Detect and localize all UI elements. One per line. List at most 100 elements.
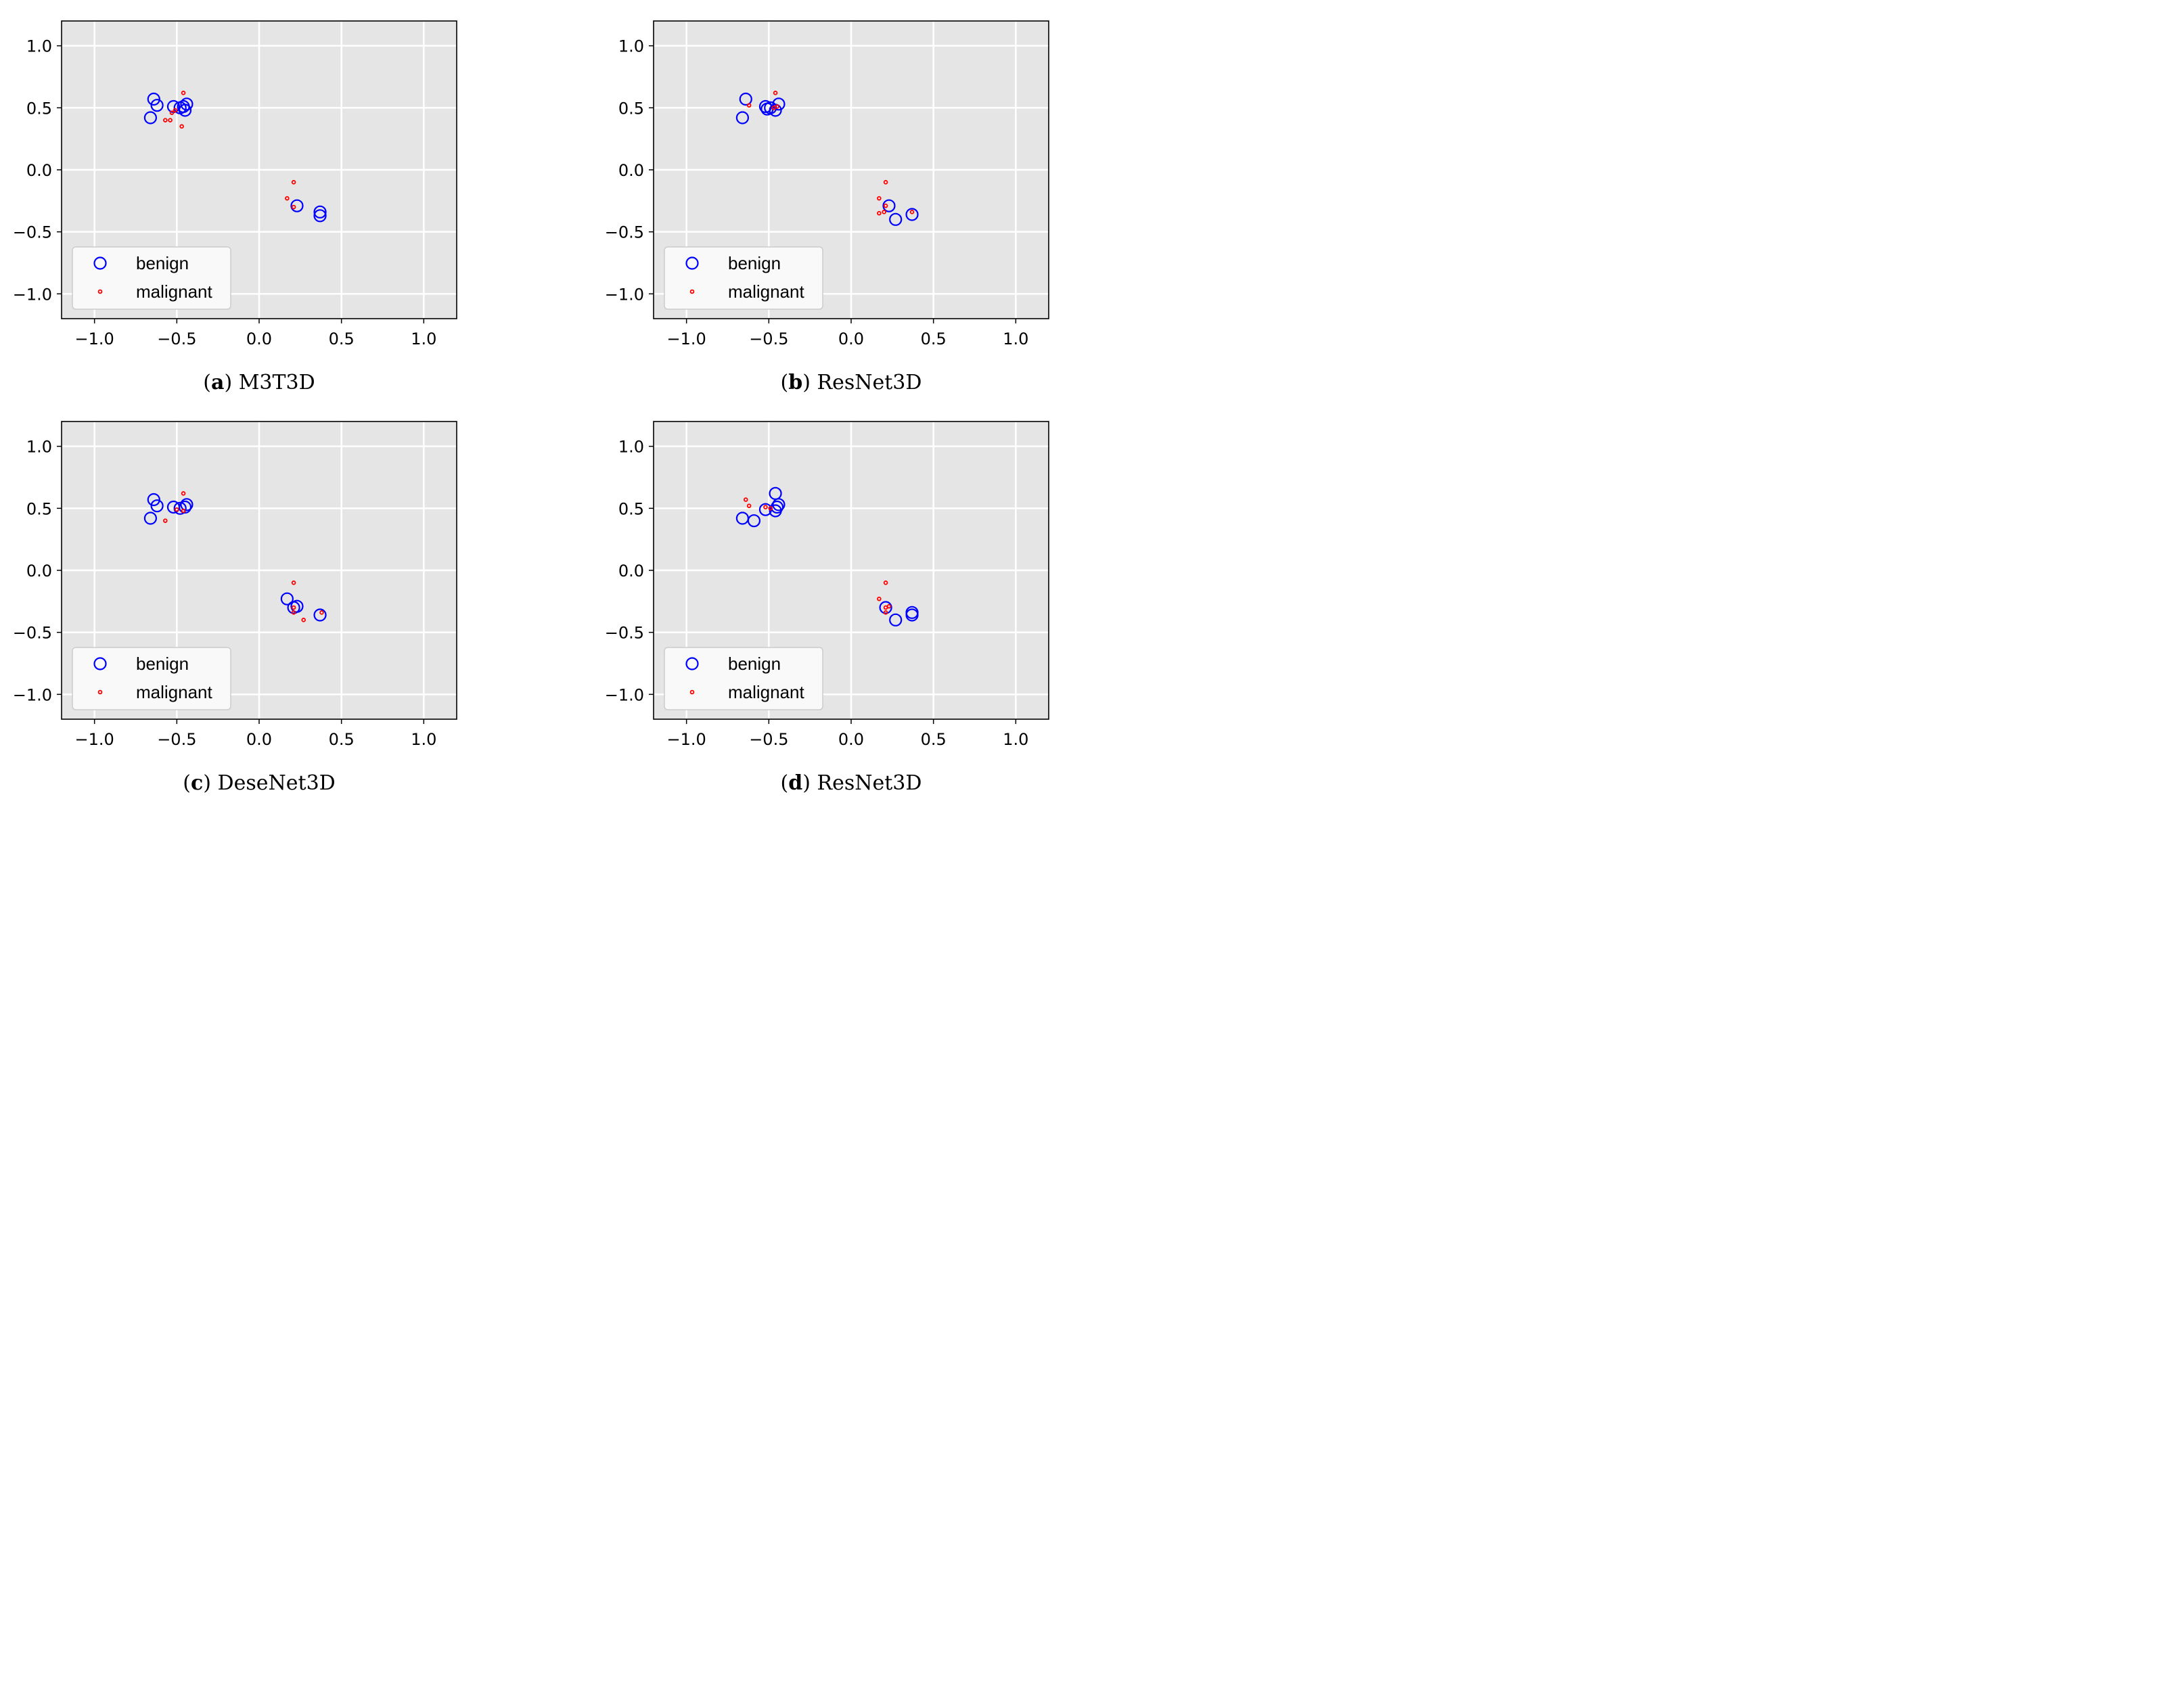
malignant-point bbox=[883, 203, 888, 208]
y-tick-label: −0.5 bbox=[13, 624, 52, 643]
legend-label: malignant bbox=[728, 281, 805, 302]
data-points bbox=[735, 486, 919, 626]
malignant-point bbox=[773, 91, 778, 95]
legend: benign malignant bbox=[72, 246, 231, 310]
benign-point bbox=[739, 92, 752, 106]
legend-malignant-marker bbox=[689, 689, 695, 695]
scatter-panel-b: −1.0 −0.5 0.0 0.5 1.0 −1.0 −0.5 0.0 0.5 1.0 benign… bbox=[605, 20, 1049, 348]
malignant-point bbox=[883, 580, 888, 585]
x-tick-label: 1.0 bbox=[1003, 730, 1028, 749]
y-tick-label: 0.5 bbox=[26, 499, 52, 518]
benign-point bbox=[150, 99, 164, 112]
malignant-point bbox=[163, 118, 168, 122]
legend: benign malignant bbox=[664, 647, 823, 710]
malignant-point bbox=[291, 180, 296, 185]
legend-box bbox=[72, 246, 231, 310]
panel-caption: (a) M3T3D bbox=[203, 371, 315, 394]
benign-point bbox=[882, 199, 896, 212]
benign-point bbox=[177, 99, 190, 114]
scatter-panel-a: −1.0 −0.5 0.0 0.5 1.0 −1.0 −0.5 0.0 0.5 1.0 benign… bbox=[13, 20, 457, 348]
malignant-point bbox=[763, 505, 768, 509]
malignant-point bbox=[882, 210, 886, 214]
x-tick-label: −1.0 bbox=[667, 329, 706, 348]
benign-point bbox=[889, 212, 903, 226]
panel-label: b bbox=[788, 371, 803, 394]
x-tick-label: 0.0 bbox=[246, 329, 272, 348]
benign-point bbox=[143, 511, 157, 525]
malignant-point bbox=[746, 103, 752, 108]
figure: −1.0 −0.5 0.0 0.5 1.0 −1.0 −0.5 0.0 0.5 1.0 benign… bbox=[13, 20, 1049, 749]
data-points bbox=[735, 91, 919, 226]
malignant-point bbox=[291, 580, 296, 585]
benign-point bbox=[173, 501, 187, 515]
malignant-point bbox=[173, 108, 178, 113]
malignant-point bbox=[291, 610, 296, 615]
malignant-point bbox=[877, 210, 882, 216]
malignant-point bbox=[168, 118, 173, 122]
x-tick-label: 0.0 bbox=[838, 730, 864, 749]
legend-benign-marker bbox=[685, 657, 699, 670]
x-tick-label: 0.0 bbox=[246, 730, 272, 749]
legend-box bbox=[664, 246, 823, 310]
panel-caption: (b) ResNet3D bbox=[780, 371, 922, 394]
x-tick-label: 0.5 bbox=[329, 730, 355, 749]
malignant-point bbox=[163, 518, 168, 523]
legend-box bbox=[664, 647, 823, 710]
benign-point bbox=[313, 209, 327, 223]
malignant-point bbox=[301, 618, 306, 622]
y-tick-label: 0.0 bbox=[26, 562, 52, 580]
panel-caption-text: ResNet3D bbox=[817, 771, 922, 795]
benign-point bbox=[147, 493, 160, 507]
legend-benign-marker bbox=[93, 657, 107, 670]
benign-point bbox=[180, 97, 194, 111]
y-tick-label: 0.5 bbox=[26, 99, 52, 118]
x-tick-label: 0.5 bbox=[921, 329, 947, 348]
legend: benign malignant bbox=[72, 647, 231, 710]
benign-point bbox=[143, 111, 157, 124]
y-tick-label: −0.5 bbox=[605, 223, 644, 242]
malignant-point bbox=[181, 508, 186, 514]
panel-caption-text: M3T3D bbox=[238, 371, 315, 394]
x-tick-label: −0.5 bbox=[749, 329, 788, 348]
y-tick-label: −0.5 bbox=[605, 624, 644, 643]
malignant-point bbox=[909, 210, 915, 214]
benign-point bbox=[150, 499, 164, 513]
y-tick-label: 1.0 bbox=[618, 438, 644, 457]
benign-point bbox=[180, 498, 194, 511]
x-tick-label: 1.0 bbox=[411, 329, 436, 348]
malignant-point bbox=[179, 124, 184, 129]
legend-box bbox=[72, 647, 231, 710]
benign-point bbox=[290, 199, 304, 212]
legend-benign-marker bbox=[93, 256, 107, 270]
legend-label: malignant bbox=[136, 682, 213, 702]
y-tick-label: 0.5 bbox=[618, 99, 644, 118]
benign-point bbox=[313, 608, 327, 622]
x-tick-label: −0.5 bbox=[749, 730, 788, 749]
x-tick-label: 1.0 bbox=[411, 730, 436, 749]
panel-label: a bbox=[211, 371, 225, 394]
benign-point bbox=[769, 104, 782, 117]
malignant-point bbox=[768, 506, 773, 511]
malignant-point bbox=[181, 91, 186, 95]
benign-point bbox=[178, 500, 192, 514]
malignant-point bbox=[775, 104, 779, 109]
benign-point bbox=[772, 97, 786, 111]
malignant-point bbox=[883, 610, 888, 615]
malignant-point bbox=[181, 491, 186, 496]
malignant-point bbox=[883, 180, 888, 185]
benign-point bbox=[147, 92, 160, 106]
malignant-point bbox=[743, 497, 748, 502]
benign-point bbox=[747, 514, 761, 528]
panel-caption-text: ResNet3D bbox=[817, 371, 922, 394]
legend-malignant-marker bbox=[689, 289, 695, 294]
benign-point bbox=[735, 111, 750, 124]
legend-label: benign bbox=[728, 654, 781, 674]
scatter-panel-d: −1.0 −0.5 0.0 0.5 1.0 −1.0 −0.5 0.0 0.5 1.0 benign… bbox=[605, 421, 1049, 749]
legend-malignant-marker bbox=[97, 689, 103, 695]
x-tick-label: −1.0 bbox=[75, 730, 114, 749]
malignant-point bbox=[291, 605, 296, 610]
malignant-point bbox=[886, 603, 892, 609]
malignant-point bbox=[877, 196, 882, 201]
x-tick-label: 0.5 bbox=[329, 329, 355, 348]
y-tick-label: 0.5 bbox=[618, 499, 644, 518]
